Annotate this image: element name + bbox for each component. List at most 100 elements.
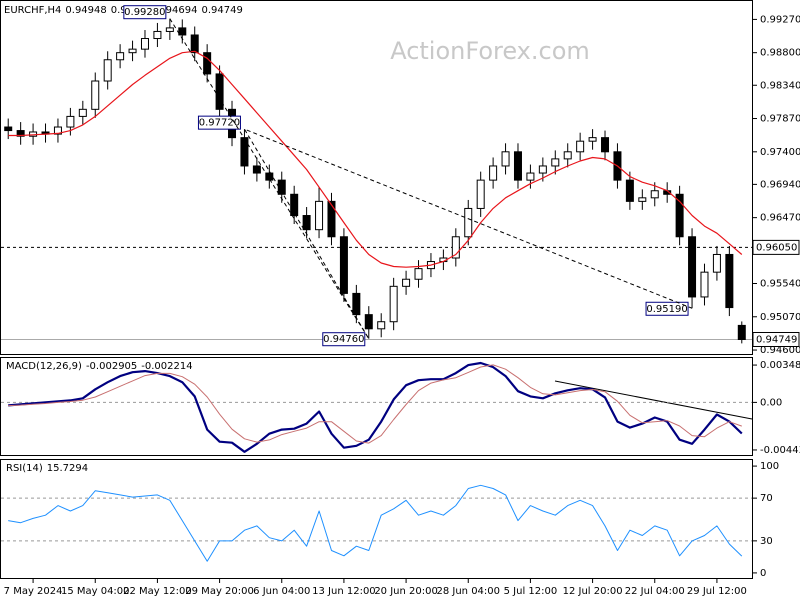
candle-body (725, 253, 734, 309)
x-tick-label: 22 May 12:00 (123, 586, 192, 597)
candle-body (116, 52, 125, 61)
candle-body (377, 321, 386, 330)
candle-body (215, 73, 224, 110)
candle-body (601, 137, 610, 153)
candle-body (190, 34, 199, 54)
open-value: 0.94948 (65, 5, 106, 16)
annotation-box (322, 332, 366, 347)
x-tick-label: 20 Jun 20:00 (374, 586, 438, 597)
candle-body (464, 207, 473, 238)
candle-body (327, 200, 336, 238)
candle-body (4, 126, 13, 132)
y-tick-label: 0.98800 (760, 48, 800, 59)
candle-body (252, 165, 261, 174)
series-line (8, 50, 743, 268)
y-tick-label: 0.99270 (760, 14, 800, 25)
candle-body (526, 172, 535, 181)
rsi-header: RSI(14) 15.7294 (6, 463, 88, 474)
candle-body (501, 151, 510, 167)
low-value: 0.94694 (156, 5, 197, 16)
candle-body (140, 38, 149, 50)
candle-body (638, 197, 647, 202)
candle-body (315, 200, 324, 231)
symbol: EURCHF,H4 (4, 5, 61, 16)
candle-body (153, 30, 162, 40)
candle-body (78, 108, 87, 117)
candle-body (688, 236, 697, 298)
y-tick-label: 100 (760, 461, 779, 472)
y-tick-label: 0.00 (760, 397, 782, 408)
candle-body (700, 271, 709, 298)
y-tick-label: 0.96940 (760, 179, 800, 190)
x-tick-label: 22 Jul 04:00 (625, 586, 685, 597)
y-tick-label: 0.98340 (760, 80, 800, 91)
y-tick-label: -0.004436 (760, 445, 800, 456)
y-tick-label: 0.95070 (760, 312, 800, 323)
macd-panel (0, 357, 753, 456)
candle-body (16, 130, 25, 137)
candle-body (402, 278, 411, 287)
x-tick-label: 28 Jun 04:00 (436, 586, 500, 597)
candle-body (91, 80, 100, 110)
last-price-box (752, 331, 800, 347)
candle-body (414, 268, 423, 280)
candle-body (240, 137, 249, 167)
series-line (8, 361, 743, 453)
x-tick-label: 12 Jul 20:00 (563, 586, 623, 597)
x-tick-label: 15 May 04:00 (61, 586, 130, 597)
candle-body (451, 236, 460, 259)
x-tick-label: 29 May 20:00 (185, 586, 254, 597)
hline-label-box (752, 239, 800, 255)
annotation-label: 0.99280 (124, 7, 165, 18)
candle-body (128, 48, 137, 54)
candle-body (302, 215, 311, 231)
y-tick-label: 0.96470 (760, 213, 800, 224)
candle-body (737, 324, 746, 340)
candle-body (513, 151, 522, 181)
y-tick-label: 30 (760, 536, 773, 547)
candle-body (563, 151, 572, 160)
candle-body (265, 172, 274, 181)
watermark: ActionForex.com (390, 37, 590, 65)
annotation-box (197, 115, 241, 130)
hline-label: 0.96050 (756, 242, 797, 253)
candle-body (389, 285, 398, 323)
candle-body (290, 193, 299, 217)
candle-body (712, 253, 721, 273)
candle-body (203, 52, 212, 75)
candle-body (650, 190, 659, 199)
price-panel (0, 0, 753, 355)
series-line (8, 364, 742, 444)
candle-body (538, 165, 547, 174)
candle-body (339, 236, 348, 294)
candle-body (103, 59, 112, 82)
macd-trendline (554, 380, 753, 420)
x-tick-label: 5 Jul 12:00 (504, 586, 558, 597)
macd-title: MACD(12,26,9) (6, 361, 82, 372)
zigzag-line (169, 18, 693, 339)
rsi-value: 15.7294 (47, 463, 88, 474)
candle-body (551, 158, 560, 167)
candle-body (364, 314, 373, 330)
y-tick-label: 0 (760, 568, 766, 579)
candle-body (489, 165, 498, 181)
candle-body (675, 193, 684, 238)
annotation-box (645, 301, 689, 316)
x-tick-label: 29 Jul 12:00 (687, 586, 747, 597)
last-price-label: 0.94749 (756, 334, 797, 345)
rsi-panel (0, 459, 753, 579)
series-line (8, 484, 743, 562)
candle-body (588, 137, 597, 142)
annotation-box (123, 5, 167, 20)
candle-body (178, 27, 187, 36)
y-tick-label: 0.95540 (760, 278, 800, 289)
candle-body (66, 115, 75, 128)
candle-body (53, 126, 62, 135)
macd-header: MACD(12,26,9) -0.002905 -0.002214 (6, 361, 193, 372)
x-tick-label: 6 Jun 04:00 (253, 586, 310, 597)
y-tick-label: 0.97400 (760, 147, 800, 158)
candle-body (352, 292, 361, 316)
signal-value: -0.002214 (141, 361, 192, 372)
